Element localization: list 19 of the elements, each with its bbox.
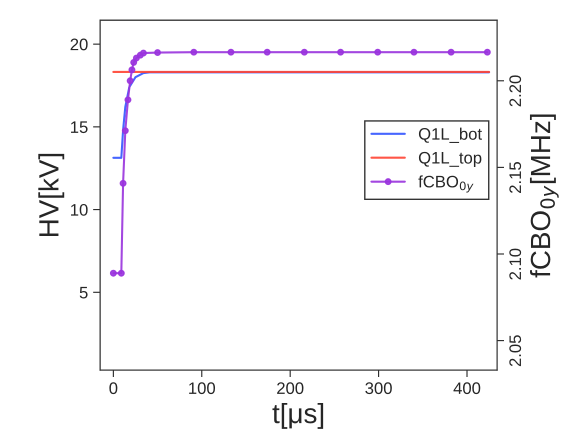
- y2-tick-label: 2.20: [509, 75, 522, 106]
- y2-tick-label: 2.15: [509, 162, 522, 193]
- y-tick-label: 10: [71, 204, 88, 216]
- y-tick-label: 5: [80, 286, 88, 298]
- y2-tick-label: 2.05: [509, 335, 522, 366]
- y-tick-label: 20: [70, 38, 88, 50]
- legend-label: Q1L_bot: [418, 128, 482, 143]
- x-tick-label: 400: [453, 382, 480, 394]
- x-tick-label: 100: [189, 382, 216, 394]
- x-tick-label: 200: [277, 382, 304, 394]
- x-axis-title: t[μs]: [272, 402, 324, 429]
- legend-label: Q1L_top: [418, 152, 482, 167]
- y-tick-label: 15: [71, 121, 88, 134]
- legend-label: fCBO$_{0y}$: [418, 175, 474, 193]
- x-tick-label: 0: [109, 382, 118, 394]
- x-tick-label: 300: [365, 382, 392, 394]
- y-axis-title: HV[kV]: [38, 154, 64, 236]
- y2-tick-label: 2.10: [509, 248, 522, 280]
- y2-axis-title: fCBO$_{0y}$[MHz]: [530, 114, 559, 278]
